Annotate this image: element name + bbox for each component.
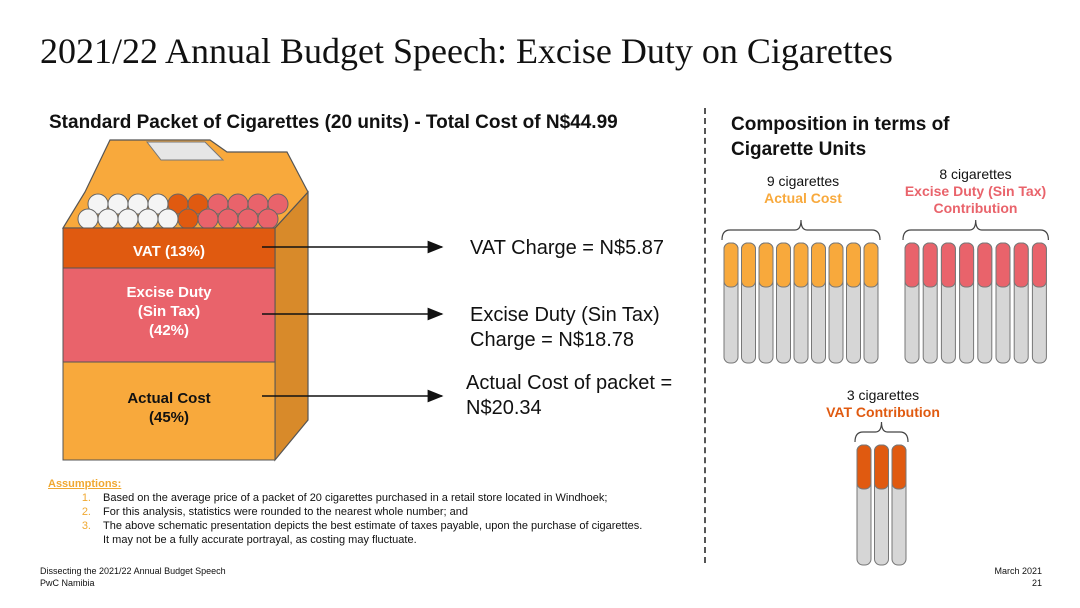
actual-cost-charge-line-2: N$20.34 — [466, 397, 542, 419]
vat-segment — [62, 227, 276, 269]
composition-heading-line-1: Composition in terms of — [731, 114, 950, 135]
excise-group-name-line-1: Excise Duty (Sin Tax) — [904, 183, 1047, 199]
excise-charge-line-1: Excise Duty (Sin Tax) — [470, 304, 660, 326]
cigarette-filter — [940, 242, 956, 288]
vat-group-name: VAT Contribution — [826, 404, 940, 420]
excise-segment-label-line-3: (42%) — [148, 322, 189, 339]
cigarette-filter — [776, 242, 791, 288]
assumption-text: Based on the average price of a packet o… — [103, 492, 608, 504]
cigarette-filter — [856, 444, 872, 490]
composition-heading-line-2: Cigarette Units — [731, 139, 867, 160]
actual-cost-segment-label-line-2: (45%) — [148, 409, 189, 426]
cigarette-filter — [863, 242, 879, 288]
actual-cost-charge-text: Actual Cost of packet = N$20.34 — [466, 371, 672, 421]
footer-page-number: 21 — [1031, 578, 1042, 588]
cigarette-packet-illustration — [61, 139, 309, 462]
cigarette-tops — [77, 193, 289, 230]
assumption-text-line-1: The above schematic presentation depicts… — [103, 520, 643, 532]
assumption-text: The above schematic presentation depicts… — [103, 519, 642, 547]
packet-foil — [145, 141, 225, 161]
assumption-number: 3. — [81, 520, 91, 532]
assumption-number: 2. — [81, 506, 91, 518]
excise-group-count: 8 cigarettes — [939, 166, 1012, 182]
group-brace — [854, 421, 909, 443]
vat-charge-line-1: VAT Charge = N$5.87 — [470, 237, 665, 259]
footer-date: March 2021 — [994, 566, 1042, 576]
cigarette-filter — [811, 242, 826, 288]
cigarette-filter — [1013, 242, 1029, 288]
actual-cost-segment-label-line-1: Actual Cost — [127, 390, 211, 407]
excise-charge-text: Excise Duty (Sin Tax) Charge = N$18.78 — [470, 303, 660, 353]
cigarette-filter — [828, 242, 844, 288]
excise-segment-label-line-1: Excise Duty — [126, 284, 212, 301]
group-brace — [721, 219, 881, 241]
actual-cost-group-count: 9 cigarettes — [766, 173, 840, 189]
actual-cost-segment — [62, 361, 276, 461]
cigarette-filter — [1031, 242, 1047, 288]
assumption-item: 3. The above schematic presentation depi… — [48, 519, 643, 547]
cigarette-filter — [846, 242, 861, 288]
vat-group-label: 3 cigarettes VAT Contribution — [808, 387, 958, 421]
vat-charge-text: VAT Charge = N$5.87 — [470, 236, 664, 261]
excise-group-label: 8 cigarettes Excise Duty (Sin Tax) Contr… — [893, 166, 1058, 217]
group-brace — [902, 219, 1049, 241]
cigarette-filter — [995, 242, 1011, 288]
cigarette-groups — [721, 219, 1049, 566]
actual-cost-group-label: 9 cigarettes Actual Cost — [738, 173, 868, 207]
excise-charge-line-2: Charge = N$18.78 — [470, 329, 635, 351]
assumption-item: 1. Based on the average price of a packe… — [48, 491, 642, 505]
footer-right: March 2021 21 — [994, 565, 1042, 589]
footer-company: PwC Namibia — [40, 578, 95, 588]
actual-cost-group-name: Actual Cost — [764, 190, 842, 206]
vat-group-count: 3 cigarettes — [846, 387, 920, 403]
slide-title: 2021/22 Annual Budget Speech: Excise Dut… — [40, 31, 893, 71]
packet-heading: Standard Packet of Cigarettes (20 units)… — [49, 112, 618, 133]
footer-presentation-title: Dissecting the 2021/22 Annual Budget Spe… — [40, 566, 226, 576]
cigarette-filter — [904, 242, 920, 288]
assumption-number: 1. — [81, 492, 91, 504]
assumption-text: For this analysis, statistics were round… — [103, 506, 469, 518]
cigarette-filter — [977, 242, 993, 288]
assumption-text-line-2: It may not be a fully accurate portrayal… — [103, 534, 417, 546]
cigarette-filter — [723, 242, 739, 288]
cigarette-filter — [758, 242, 774, 288]
excise-group-name-line-2: Contribution — [933, 200, 1018, 216]
cigarette-filter — [741, 242, 756, 288]
cigarette-filter — [793, 242, 809, 288]
actual-cost-charge-line-1: Actual Cost of packet = — [466, 372, 673, 394]
cigarette-filter — [922, 242, 938, 288]
cigarette-filter — [891, 444, 907, 490]
composition-heading: Composition in terms of Cigarette Units — [731, 112, 950, 162]
footer-left: Dissecting the 2021/22 Annual Budget Spe… — [40, 565, 226, 589]
vat-segment-label: VAT (13%) — [63, 242, 275, 261]
cigarette-filter — [959, 242, 975, 288]
excise-segment-label-line-2: (Sin Tax) — [137, 303, 201, 320]
actual-cost-segment-label: Actual Cost (45%) — [63, 389, 275, 427]
excise-segment-label: Excise Duty (Sin Tax) (42%) — [63, 283, 275, 340]
assumptions-block: Assumptions: 1. Based on the average pri… — [48, 477, 642, 547]
cigarette-top — [267, 193, 289, 215]
assumption-item: 2. For this analysis, statistics were ro… — [48, 505, 642, 519]
vat-segment-label-line-1: VAT (13%) — [133, 243, 205, 260]
assumptions-heading: Assumptions: — [48, 478, 122, 490]
section-divider — [704, 108, 706, 563]
cigarette-filter — [874, 444, 889, 490]
excise-segment — [62, 267, 276, 363]
